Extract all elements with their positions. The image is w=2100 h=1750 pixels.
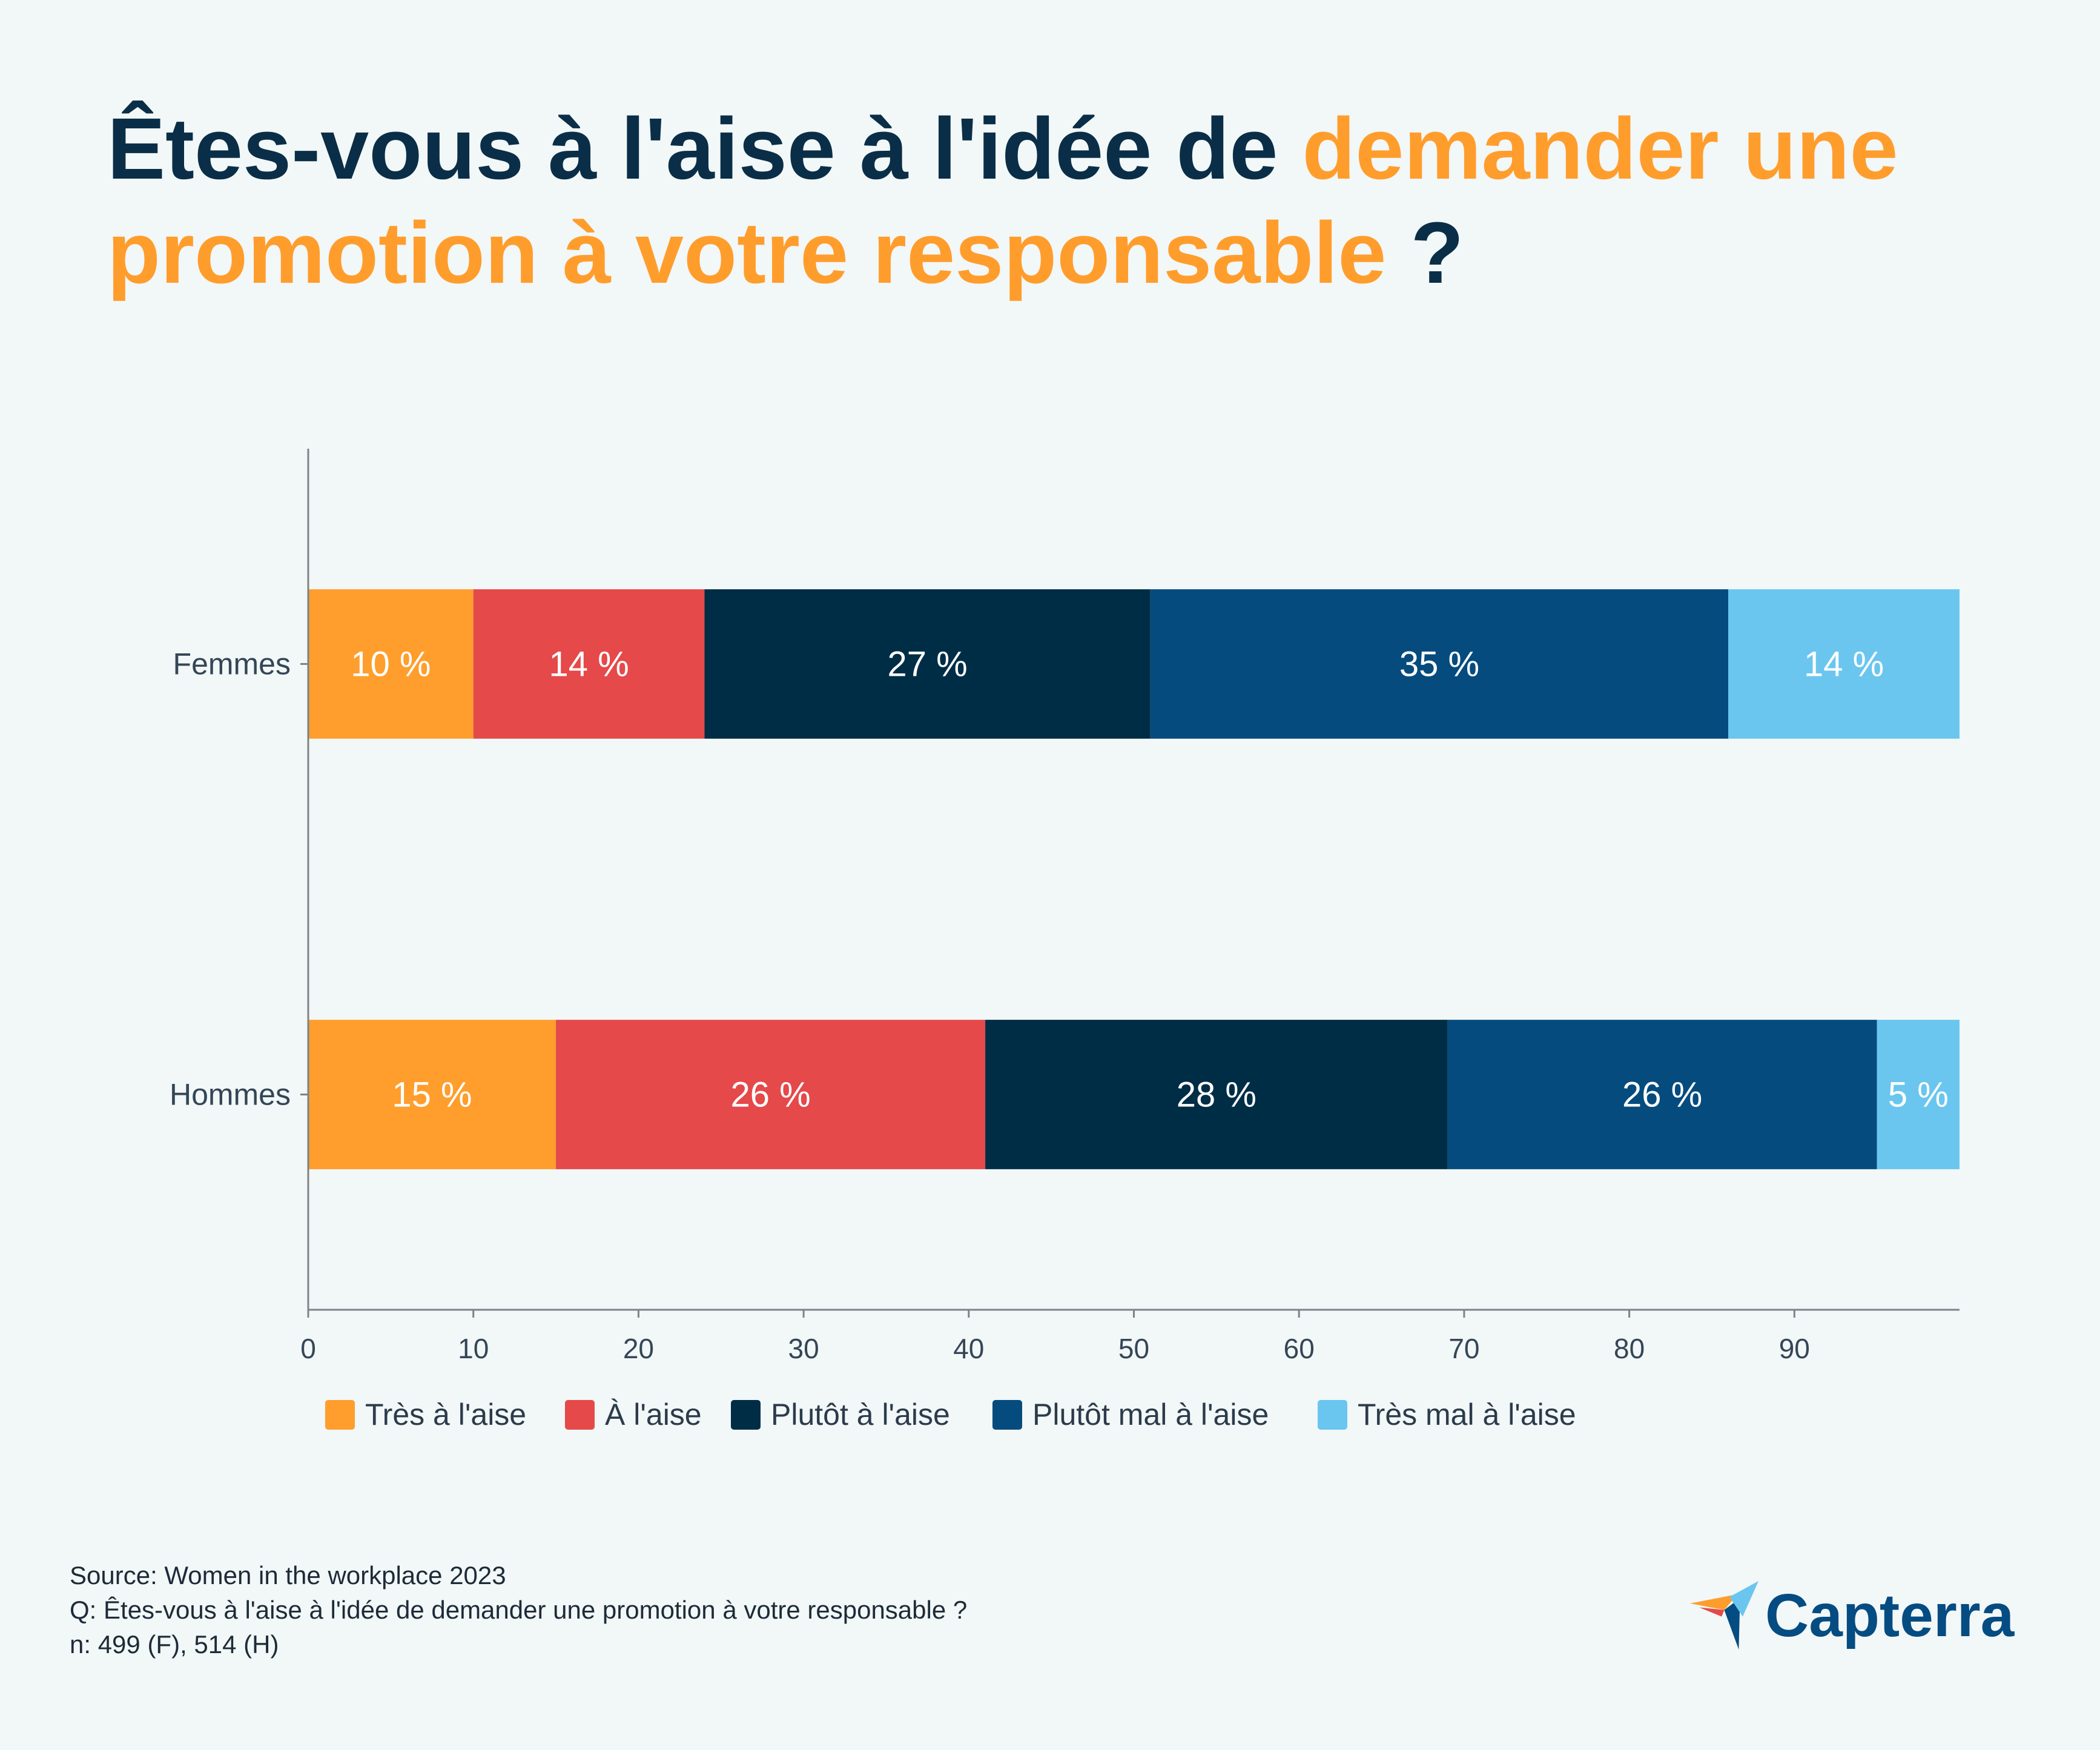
legend-label: Très mal à l'aise xyxy=(1358,1398,1576,1431)
legend: Très à l'aise À l'aise Plutôt à l'aise P… xyxy=(0,1398,2100,1431)
page-title: Êtes-vous à l'aise à l'idée de demander … xyxy=(107,97,1898,305)
question-note: Q: Êtes-vous à l'aise à l'idée de demand… xyxy=(70,1596,968,1624)
bar-segment-femmes-plutot-mal-a-l-aise xyxy=(1150,589,1729,739)
bar-value-label: 14 % xyxy=(549,645,629,684)
legend-item-a-l-aise: À l'aise xyxy=(565,1398,702,1431)
bar-value-label: 10 % xyxy=(351,645,431,684)
title-text-dark: Êtes-vous à l'aise à l'idée de xyxy=(107,100,1303,197)
bar-segment-hommes-plutot-mal-a-l-aise xyxy=(1447,1020,1877,1169)
bar-value-label: 15 % xyxy=(392,1075,472,1115)
legend-swatch xyxy=(992,1399,1022,1430)
bar-segment-hommes-plutot-a-l-aise xyxy=(985,1020,1448,1169)
bar-value-label: 14 % xyxy=(1804,645,1884,684)
x-axis-tick-label: 50 xyxy=(1118,1333,1149,1364)
bar-segment-femmes-a-l-aise xyxy=(473,589,705,739)
bar-value-label: 26 % xyxy=(730,1075,810,1115)
bar-value-label: 35 % xyxy=(1399,645,1479,684)
legend-item-tres-a-l-aise: Très à l'aise xyxy=(325,1398,527,1431)
x-axis-tick-label: 0 xyxy=(300,1333,316,1364)
x-axis-tick-label: 10 xyxy=(458,1333,489,1364)
footer-notes: Source: Women in the workplace 2023 Q: Ê… xyxy=(70,1558,967,1662)
bar-value-label: 27 % xyxy=(888,645,968,684)
legend-label: Plutôt mal à l'aise xyxy=(1032,1398,1269,1431)
title-text-dark: ? xyxy=(1386,204,1464,302)
x-axis-tick-label: 80 xyxy=(1614,1333,1645,1364)
capterra-arrow-icon xyxy=(1690,1581,1758,1649)
title-text-highlight: demander une xyxy=(1302,100,1898,197)
bar-segment-femmes-tres-a-l-aise xyxy=(308,589,474,739)
x-axis-tick-label: 30 xyxy=(788,1333,819,1364)
legend-label: Très à l'aise xyxy=(365,1398,527,1431)
legend-swatch xyxy=(1318,1399,1347,1430)
legend-item-plutot-mal-a-l-aise: Plutôt mal à l'aise xyxy=(992,1398,1269,1431)
legend-swatch xyxy=(565,1399,595,1430)
title-line-1: Êtes-vous à l'aise à l'idée de demander … xyxy=(107,97,1898,201)
bar-segment-femmes-tres-mal-a-l-aise xyxy=(1728,589,1960,739)
bar-segment-hommes-tres-mal-a-l-aise xyxy=(1877,1020,1960,1169)
bar-segment-hommes-tres-a-l-aise xyxy=(308,1020,556,1169)
brand-logo-text: Capterra xyxy=(1765,1582,2015,1649)
title-text-highlight: promotion à votre responsable xyxy=(107,204,1387,302)
bar-segment-femmes-plutot-a-l-aise xyxy=(704,589,1151,739)
bar-segment-hommes-a-l-aise xyxy=(556,1020,986,1169)
stacked-bar-chart: 10 % 14 % 27 % 35 % 14 % Femmes 15 % 26 % 28 % 26… xyxy=(170,449,1960,1364)
x-axis-tick-label: 70 xyxy=(1448,1333,1479,1364)
x-axis-tick-label: 40 xyxy=(953,1333,984,1364)
y-axis-label-femmes: Femmes xyxy=(173,647,291,681)
legend-label: Plutôt à l'aise xyxy=(771,1398,950,1431)
x-axis-tick-label: 60 xyxy=(1284,1333,1315,1364)
bar-value-label: 28 % xyxy=(1177,1075,1256,1115)
source-note: Source: Women in the workplace 2023 xyxy=(70,1561,506,1590)
legend-swatch xyxy=(325,1399,355,1430)
x-axis-tick-label: 90 xyxy=(1779,1333,1810,1364)
legend-item-tres-mal-a-l-aise: Très mal à l'aise xyxy=(1318,1398,1576,1431)
bar-value-label: 5 % xyxy=(1888,1075,1949,1115)
legend-item-plutot-a-l-aise: Plutôt à l'aise xyxy=(731,1398,950,1431)
legend-swatch xyxy=(731,1399,761,1430)
title-line-2: promotion à votre responsable ? xyxy=(107,201,1898,305)
bar-value-label: 26 % xyxy=(1622,1075,1702,1115)
legend-label: À l'aise xyxy=(605,1398,702,1431)
sample-size-note: n: 499 (F), 514 (H) xyxy=(70,1630,279,1659)
y-axis-label-hommes: Hommes xyxy=(170,1078,291,1112)
x-axis-tick-label: 20 xyxy=(623,1333,654,1364)
